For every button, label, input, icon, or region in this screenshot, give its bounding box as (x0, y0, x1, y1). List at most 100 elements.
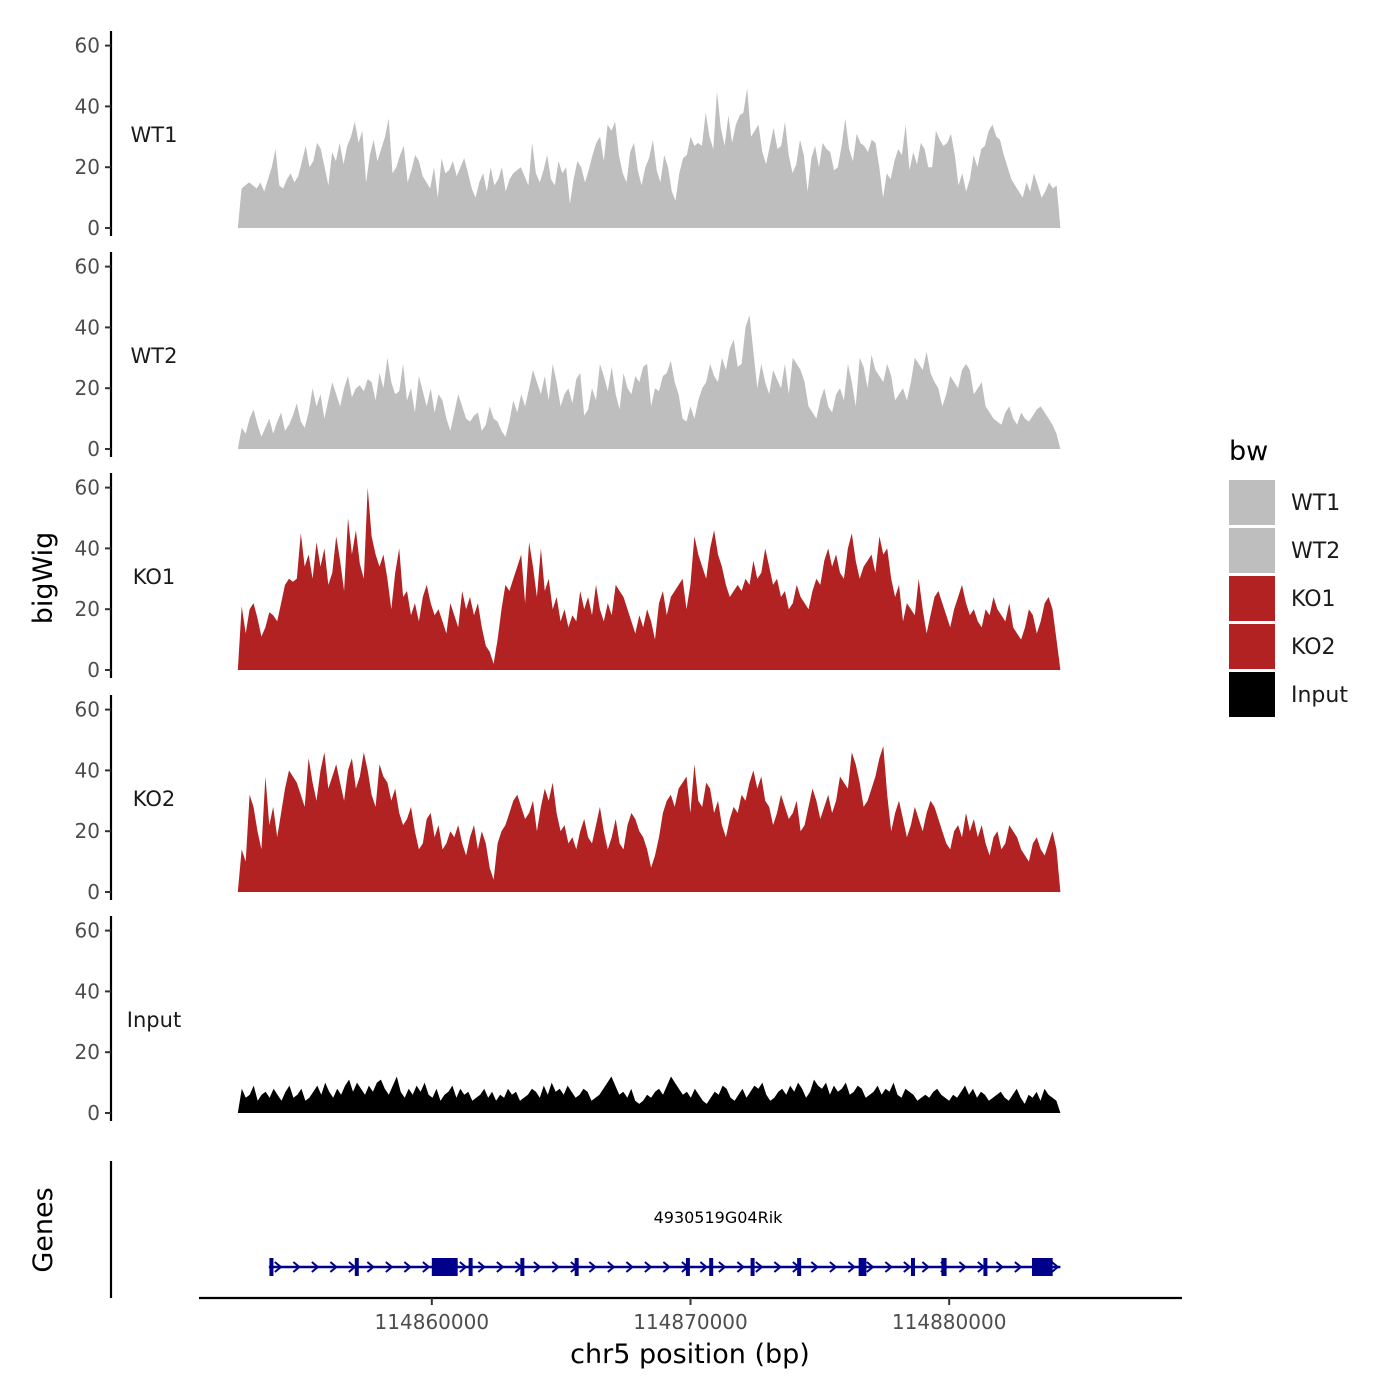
y-tick-label: 40 (75, 758, 100, 782)
gene-strand-arrow (662, 1261, 671, 1273)
signal-area-wt1 (237, 88, 1061, 228)
y-tick-label: 20 (75, 155, 100, 179)
legend-swatch-wt2 (1229, 528, 1275, 573)
y-tick-label: 20 (75, 1040, 100, 1064)
y-tick-label: 40 (75, 315, 100, 339)
gene-strand-arrow (588, 1261, 597, 1273)
gene-strand-arrow (533, 1261, 542, 1273)
legend-item-ko2: KO2 (1229, 624, 1336, 669)
y-tick-label: 40 (75, 536, 100, 560)
gene-strand-arrow (422, 1261, 431, 1273)
gene-strand-arrow (385, 1261, 394, 1273)
gene-strand-arrow (1014, 1261, 1023, 1273)
gene-exon-mark (910, 1258, 915, 1276)
gene-strand-arrow (607, 1261, 616, 1273)
gene-strand-arrow (496, 1261, 505, 1273)
x-axis-title: chr5 position (bp) (570, 1339, 810, 1370)
y-tick-label: 60 (75, 34, 100, 58)
gene-strand-arrow (551, 1261, 560, 1273)
legend-swatch-input (1229, 672, 1275, 717)
gene-exon-block (941, 1258, 947, 1276)
genes-panel: Genes 4930519G04Rik (28, 1161, 1061, 1298)
legend-title: bw (1229, 436, 1268, 467)
gene-strand-arrow (403, 1261, 412, 1273)
gene-exon-mark (685, 1258, 690, 1276)
legend-item-wt2: WT2 (1229, 528, 1340, 573)
gene-exon-mark (574, 1258, 579, 1276)
gene-strand-arrow (884, 1261, 893, 1273)
gene-model (268, 1258, 1061, 1276)
gene-exon-mark (797, 1258, 802, 1276)
gene-exon-block (858, 1258, 867, 1276)
gene-exon-mark (468, 1258, 473, 1276)
gene-strand-arrow (718, 1261, 727, 1273)
gene-strand-arrow (810, 1261, 819, 1273)
legend-swatch-ko2 (1229, 624, 1275, 669)
gene-exon-mark (269, 1258, 274, 1276)
legend-items: WT1 WT2 KO1 KO2 Input (1229, 480, 1348, 717)
gene-strand-arrow (736, 1261, 745, 1273)
gene-strand-arrow (866, 1261, 875, 1273)
gene-strand-arrow (625, 1261, 634, 1273)
x-tick-label: 114870000 (633, 1310, 748, 1334)
legend-label-wt2: WT2 (1291, 539, 1340, 564)
y-tick-label: 20 (75, 597, 100, 621)
gene-strand-arrow (329, 1261, 338, 1273)
gene-strand-arrow (903, 1261, 912, 1273)
track-wt2: 0 20 40 60 WT2 (75, 252, 1061, 461)
track-label-wt1: WT1 (131, 123, 178, 147)
gene-strand-arrow (366, 1261, 375, 1273)
y-tick-label: 0 (87, 658, 100, 682)
gene-strand-arrow (755, 1261, 764, 1273)
y-tick-label: 20 (75, 819, 100, 843)
legend-item-ko1: KO1 (1229, 576, 1336, 621)
gene-strand-arrow (1051, 1261, 1060, 1273)
gene-strand-arrow (459, 1261, 468, 1273)
y-tick-label: 0 (87, 216, 100, 240)
gene-exon-mark (520, 1258, 525, 1276)
gene-exon-mark (709, 1258, 714, 1276)
y-tick-label: 60 (75, 476, 100, 500)
track-label-wt2: WT2 (131, 344, 178, 368)
legend-label-ko1: KO1 (1291, 587, 1336, 612)
y-tick-label: 60 (75, 919, 100, 943)
track-label-input: Input (127, 1008, 181, 1032)
track-label-ko2: KO2 (133, 787, 176, 811)
gene-strand-arrow (699, 1261, 708, 1273)
track-input: 0 20 40 60 Input (75, 916, 1061, 1125)
y-tick-label: 20 (75, 376, 100, 400)
signal-area-input (237, 1076, 1061, 1113)
x-axis: 114860000 114870000 114880000 chr5 positio… (199, 1296, 1182, 1370)
legend-label-wt1: WT1 (1291, 491, 1340, 516)
x-tick-label: 114860000 (375, 1310, 490, 1334)
gene-exon-block (1031, 1258, 1053, 1276)
signal-area-ko1 (237, 487, 1061, 670)
legend-item-input: Input (1229, 672, 1348, 717)
legend-item-wt1: WT1 (1229, 480, 1340, 525)
gene-strand-arrow (958, 1261, 967, 1273)
gene-exon-block (431, 1258, 458, 1276)
legend-label-input: Input (1291, 683, 1348, 708)
gene-strand-arrow (274, 1261, 283, 1273)
track-ko1: 0 20 40 60 KO1 (75, 473, 1061, 682)
track-wt1: 0 20 40 60 WT1 (75, 31, 1061, 240)
legend-swatch-wt1 (1229, 480, 1275, 525)
gene-strand-arrow (773, 1261, 782, 1273)
y-tick-label: 60 (75, 698, 100, 722)
x-tick-label: 114880000 (892, 1310, 1007, 1334)
gene-exon-mark (750, 1258, 755, 1276)
y-tick-label: 0 (87, 1101, 100, 1125)
gene-strand-arrow (644, 1261, 653, 1273)
gene-exon-mark (354, 1258, 359, 1276)
y-tick-label: 40 (75, 979, 100, 1003)
track-ko2: 0 20 40 60 KO2 (75, 695, 1061, 904)
track-label-ko1: KO1 (133, 565, 176, 589)
gene-strand-arrow (995, 1261, 1004, 1273)
legend: bw WT1 WT2 KO1 KO2 Input (1229, 436, 1348, 717)
gene-strand-arrow (477, 1261, 486, 1273)
y-tick-label: 60 (75, 255, 100, 279)
legend-swatch-ko1 (1229, 576, 1275, 621)
y-tick-label: 40 (75, 94, 100, 118)
gene-strand-arrow (921, 1261, 930, 1273)
